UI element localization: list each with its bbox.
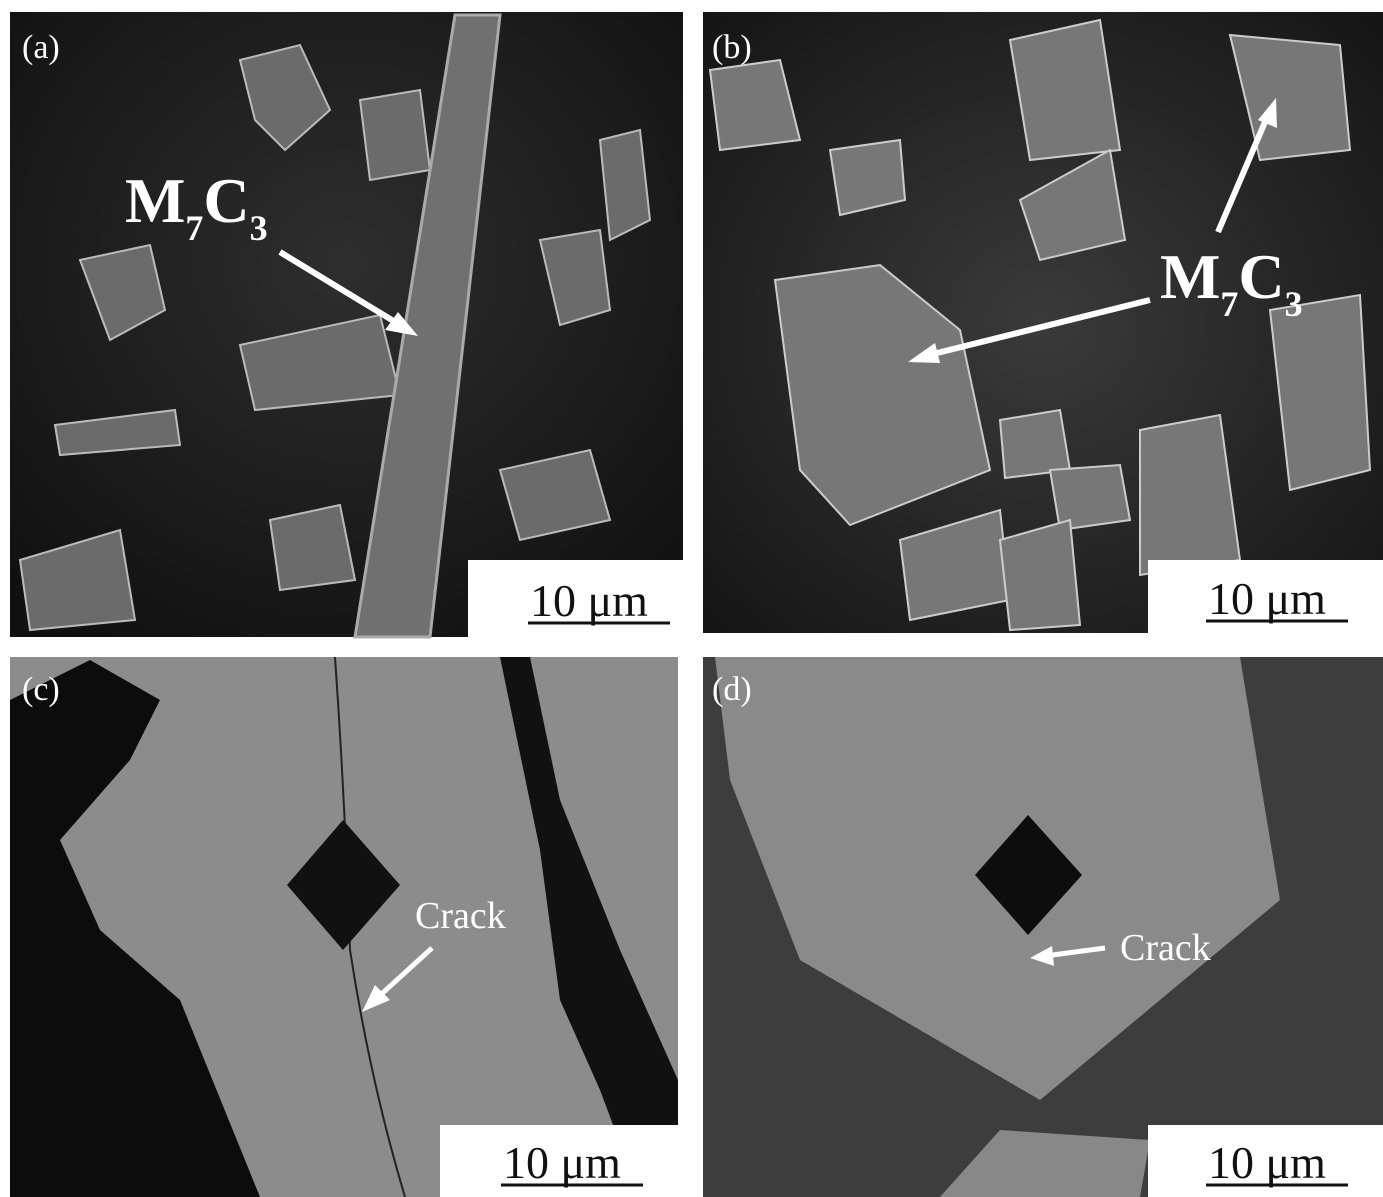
- panel-c: (c) Crack 10 μm: [10, 657, 678, 1197]
- formula-part: C: [203, 165, 249, 236]
- formula-sub: 7: [185, 208, 203, 248]
- formula-sub: 3: [1285, 284, 1303, 324]
- formula-part: M: [125, 165, 185, 236]
- formula-part: M: [1160, 241, 1220, 312]
- panel-label: (b): [712, 29, 752, 66]
- panel-a: (a) M7C3 10 μm: [10, 12, 683, 637]
- annotation: Crack: [1120, 927, 1211, 969]
- formula-sub: 7: [1220, 284, 1238, 324]
- panel-d: (d) Crack 10 μm: [703, 657, 1383, 1197]
- scale-bar-label: 10 μm: [530, 575, 648, 626]
- figure: (a) M7C3 10 μm (b) M7C3 10: [0, 0, 1383, 1197]
- panel-label: (c): [22, 671, 60, 708]
- scale-bar-label: 10 μm: [1208, 1137, 1326, 1188]
- formula-part: C: [1238, 241, 1284, 312]
- formula-sub: 3: [250, 208, 268, 248]
- panel-label: (a): [22, 29, 60, 66]
- panel-b: (b) M7C3 10 μm: [703, 12, 1383, 633]
- panel-label: (d): [712, 671, 752, 708]
- scale-bar-label: 10 μm: [1208, 573, 1326, 624]
- annotation: Crack: [415, 895, 506, 937]
- scale-bar-label: 10 μm: [503, 1137, 621, 1188]
